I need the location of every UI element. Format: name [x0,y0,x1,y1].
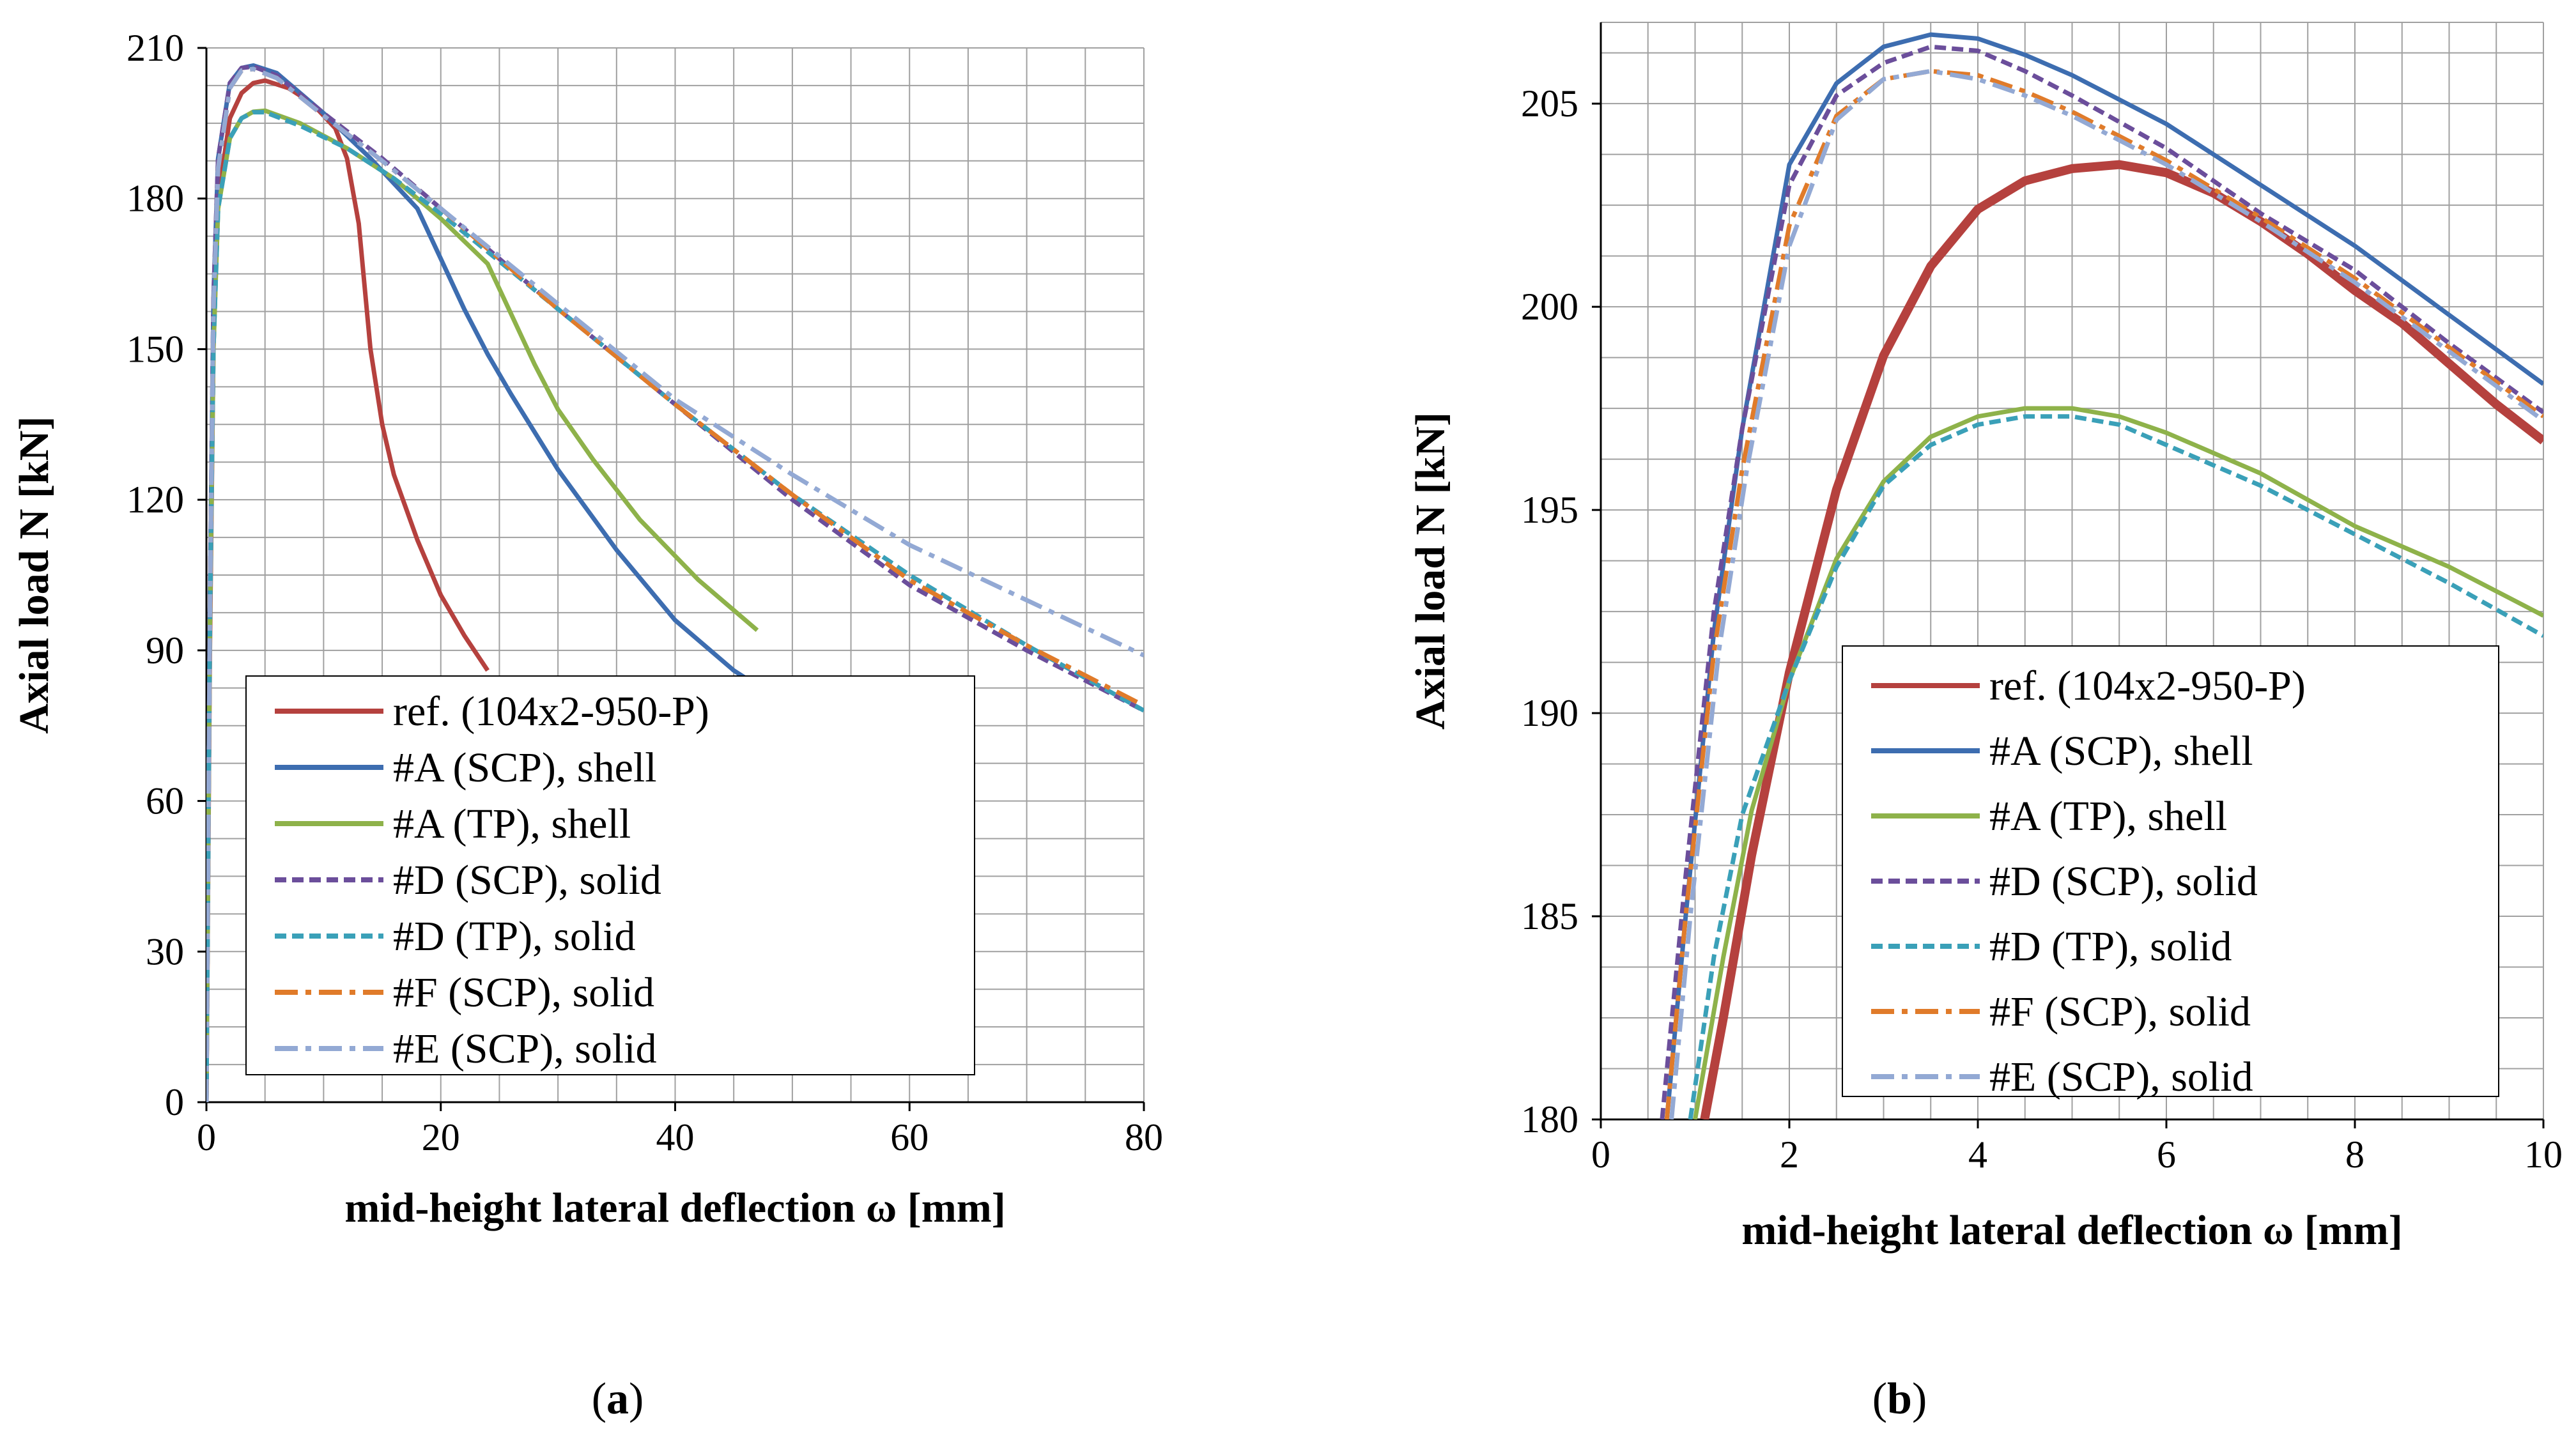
legend-label: #E (SCP), solid [393,1026,657,1072]
panel-letter: a [606,1374,629,1424]
x-tick-label: 60 [890,1116,929,1158]
legend-label: ref. (104x2-950-P) [393,688,709,735]
series-line-5 [1688,414,2543,1119]
y-tick-label: 200 [1521,286,1578,328]
x-tick-label: 80 [1125,1116,1163,1158]
legend-label: #D (SCP), solid [1989,858,2258,905]
panel-letter: b [1887,1374,1912,1424]
x-tick-label: 4 [1968,1133,1987,1176]
chart-panel-a: 0 20 40 60 80 0 30 60 90 120 150 180 210 mid-height l… [11,27,1163,1424]
legend-a: ref. (104x2-950-P) #A (SCP), shell #A (TP)… [245,675,975,1075]
y-tick-label: 150 [127,328,184,370]
y-tick-label: 180 [1521,1098,1578,1141]
y-tick-label: 60 [146,780,184,822]
panel-label: (a) [592,1374,644,1424]
legend-label: #A (TP), shell [393,801,631,847]
chart-panel-b: 0 2 4 6 8 10 180 185 190 195 200 205 mid-height late… [1407,22,2563,1424]
y-tick-label: 0 [165,1081,184,1123]
panel-label: (b) [1872,1374,1927,1424]
y-tick-label: 195 [1521,489,1578,531]
legend-label: #A (SCP), shell [1989,728,2253,774]
y-axis-label: Axial load N [kN] [1407,412,1454,730]
x-tick-label: 0 [197,1116,216,1158]
legend-label: ref. (104x2-950-P) [1989,663,2306,709]
series-line-3 [1693,406,2543,1119]
legend-label: #E (SCP), solid [1989,1054,2253,1100]
legend-label: #D (SCP), solid [393,857,661,903]
series-group-a [206,63,1144,1102]
y-tick-label: 30 [146,930,184,972]
x-axis-label: mid-height lateral deflection ω [mm] [344,1185,1005,1231]
x-tick-label: 8 [2345,1133,2364,1176]
x-tick-label: 10 [2524,1133,2563,1176]
y-tick-label: 185 [1521,895,1578,937]
y-tick-label: 120 [127,479,184,521]
legend-label: #F (SCP), solid [393,969,654,1016]
series-line-4 [1660,44,2543,1119]
legend-label: #D (TP), solid [393,913,636,960]
x-tick-label: 20 [422,1116,460,1158]
y-axis-label: Axial load N [kN] [11,417,58,734]
series-group-b [1660,32,2543,1119]
series-line-7 [1669,68,2543,1119]
y-tick-label: 205 [1521,82,1578,125]
legend-box [1842,645,2499,1097]
x-tick-label: 2 [1780,1133,1799,1176]
y-tick-label: 210 [127,27,184,69]
x-tick-label: 0 [1591,1133,1610,1176]
legend-label: #D (TP), solid [1989,923,2232,970]
x-tick-label: 6 [2157,1133,2176,1176]
legend-b: ref. (104x2-950-P) #A (SCP), shell #A (TP)… [1842,645,2499,1100]
legend-label: #A (TP), shell [1989,793,2227,840]
series-line-7 [206,66,1144,1102]
legend-box [245,675,975,1075]
y-tick-label: 90 [146,629,184,672]
x-axis-label: mid-height lateral deflection ω [mm] [1741,1207,2402,1254]
y-tick-label: 190 [1521,692,1578,734]
y-tick-label: 180 [127,178,184,220]
x-tick-label: 40 [656,1116,695,1158]
legend-label: #A (SCP), shell [393,744,657,791]
legend-label: #F (SCP), solid [1989,988,2251,1035]
series-line-1 [1700,160,2543,1119]
